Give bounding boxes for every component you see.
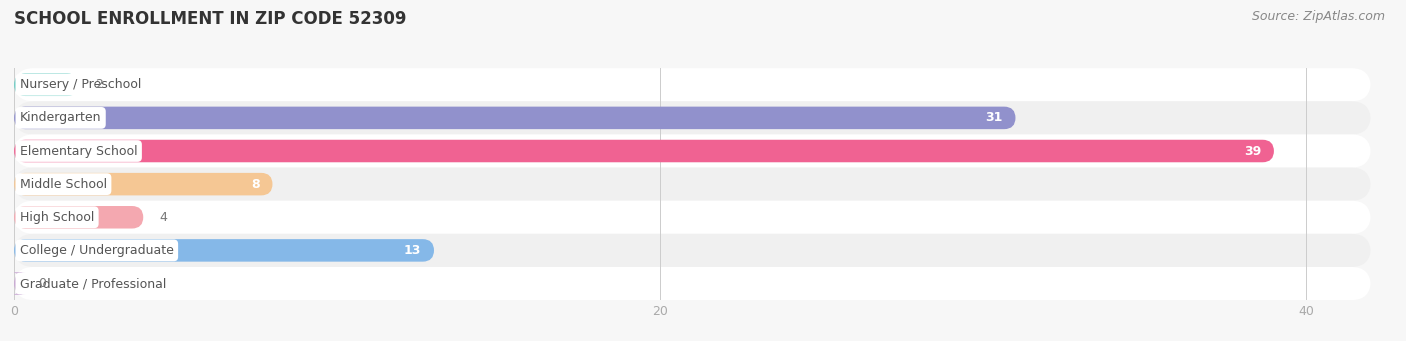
FancyBboxPatch shape xyxy=(14,167,1371,201)
Text: 8: 8 xyxy=(250,178,260,191)
FancyBboxPatch shape xyxy=(14,107,1015,129)
Text: 4: 4 xyxy=(159,211,167,224)
FancyBboxPatch shape xyxy=(14,239,434,262)
FancyBboxPatch shape xyxy=(14,267,1371,300)
FancyBboxPatch shape xyxy=(14,134,1371,167)
Text: Source: ZipAtlas.com: Source: ZipAtlas.com xyxy=(1251,10,1385,23)
Text: 39: 39 xyxy=(1244,145,1261,158)
Text: College / Undergraduate: College / Undergraduate xyxy=(20,244,174,257)
FancyBboxPatch shape xyxy=(14,206,143,228)
FancyBboxPatch shape xyxy=(14,68,1371,101)
FancyBboxPatch shape xyxy=(14,234,1371,267)
FancyBboxPatch shape xyxy=(14,140,1274,162)
FancyBboxPatch shape xyxy=(14,74,79,96)
Text: 0: 0 xyxy=(38,277,46,290)
Text: Middle School: Middle School xyxy=(20,178,107,191)
FancyBboxPatch shape xyxy=(14,201,1371,234)
FancyBboxPatch shape xyxy=(14,101,1371,134)
Text: Kindergarten: Kindergarten xyxy=(20,112,101,124)
FancyBboxPatch shape xyxy=(11,272,25,295)
Text: 31: 31 xyxy=(986,112,1002,124)
Text: 2: 2 xyxy=(94,78,103,91)
Text: Graduate / Professional: Graduate / Professional xyxy=(20,277,166,290)
FancyBboxPatch shape xyxy=(14,173,273,195)
Text: Nursery / Preschool: Nursery / Preschool xyxy=(20,78,141,91)
Text: High School: High School xyxy=(20,211,94,224)
Text: Elementary School: Elementary School xyxy=(20,145,138,158)
Text: 13: 13 xyxy=(404,244,422,257)
Text: SCHOOL ENROLLMENT IN ZIP CODE 52309: SCHOOL ENROLLMENT IN ZIP CODE 52309 xyxy=(14,10,406,28)
